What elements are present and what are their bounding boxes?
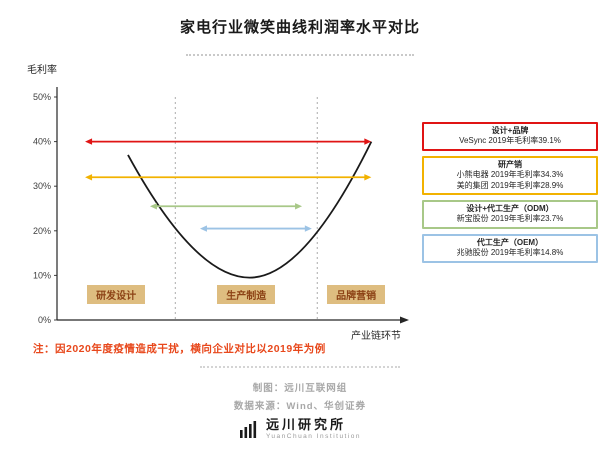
chain-stage-label: 生产制造 xyxy=(217,285,276,304)
credit-made-by: 制图：远川互联网组 xyxy=(252,383,348,394)
arrowhead-right xyxy=(295,203,303,210)
smile-curve-chart: 0% 10% 20% 30% 40% 50% xyxy=(33,87,409,325)
legend-item: 代工生产（OEM） 兆驰股份 2019年毛利率14.8% xyxy=(422,233,598,263)
y-tick-label: 0% xyxy=(38,315,51,325)
legend-item-detail: VeSync 2019年毛利率39.1% xyxy=(459,136,561,146)
chain-stage-label: 品牌营销 xyxy=(327,285,386,304)
y-tick-label: 50% xyxy=(33,92,51,102)
logo-bars-icon xyxy=(239,421,257,439)
arrowhead-right xyxy=(364,138,372,145)
legend-item-title: 研产销 xyxy=(498,159,522,169)
logo: 远川研究所 YuanChuan Institution xyxy=(0,417,600,441)
legend-item-detail: 美的集团 2019年毛利率28.9% xyxy=(456,180,564,190)
legend-item: 设计+代工生产（ODM） 新宝股份 2019年毛利率23.7% xyxy=(422,199,598,229)
legend-item-title: 设计+品牌 xyxy=(491,126,529,135)
page-title: 家电行业微笑曲线利润率水平对比 xyxy=(179,19,420,36)
y-tick-label: 20% xyxy=(33,226,51,236)
legend-item-detail: 小熊电器 2019年毛利率34.3% xyxy=(456,170,564,180)
legend-item-title: 代工生产（OEM） xyxy=(476,237,544,247)
legend-item-title: 设计+代工生产（ODM） xyxy=(466,203,554,213)
y-axis-label: 毛利率 xyxy=(27,65,57,76)
arrowhead-left xyxy=(85,138,93,145)
arrowhead-right xyxy=(304,225,312,232)
logo-name: 远川研究所 xyxy=(265,417,346,432)
arrowhead-left xyxy=(149,203,157,210)
legend-item-detail: 新宝股份 2019年毛利率23.7% xyxy=(456,214,564,224)
credit-data-source: 数据来源：Wind、华创证券 xyxy=(233,401,367,412)
logo-subtitle: YuanChuan Institution xyxy=(265,433,362,441)
footer-separator xyxy=(200,366,400,368)
y-tick-label: 30% xyxy=(33,181,51,191)
x-axis-arrow xyxy=(400,316,409,324)
y-tick-label: 10% xyxy=(33,270,51,280)
y-tick-label: 40% xyxy=(33,137,51,147)
legend: 设计+品牌 VeSync 2019年毛利率39.1% 研产销 小熊电器 2019年毛利… xyxy=(422,122,598,263)
legend-item: 设计+品牌 VeSync 2019年毛利率39.1% xyxy=(422,122,598,151)
title-separator xyxy=(186,54,414,56)
arrowhead-left xyxy=(85,174,93,181)
logo-text: 远川研究所 YuanChuan Institution xyxy=(265,417,362,441)
arrowhead-left xyxy=(199,225,207,232)
legend-item: 研产销 小熊电器 2019年毛利率34.3% 美的集团 2019年毛利率28.9% xyxy=(422,155,598,195)
legend-item-detail: 兆驰股份 2019年毛利率14.8% xyxy=(456,248,564,258)
arrowhead-right xyxy=(364,174,372,181)
x-axis-label: 产业链环节 xyxy=(351,331,401,342)
note-text: 注：因2020年度疫情造成干扰，横向企业对比以2019年为例 xyxy=(33,343,326,355)
chain-stage-label: 研发设计 xyxy=(87,285,146,304)
smile-curve xyxy=(127,141,373,279)
